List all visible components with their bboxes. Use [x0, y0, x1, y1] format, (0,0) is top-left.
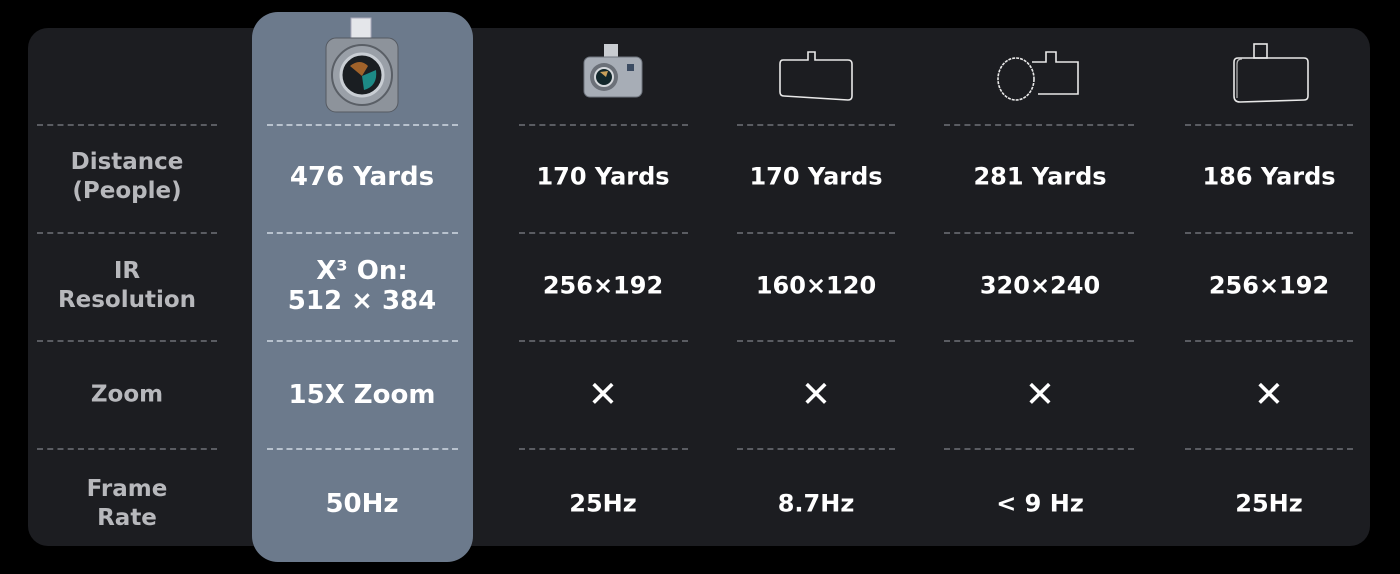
spec-resolution: 160×120 — [755, 271, 877, 300]
camera-thick-outline-icon — [1233, 43, 1309, 103]
row-divider — [1185, 124, 1353, 126]
row-divider — [267, 232, 458, 234]
row-divider — [519, 340, 688, 342]
spec-distance: 170 Yards — [536, 162, 670, 191]
spec-zoom: 15X Zoom — [288, 380, 436, 410]
row-label: Distance (People) — [70, 149, 184, 204]
row-divider — [944, 448, 1134, 450]
spec-resolution: 256×192 — [1208, 271, 1330, 300]
row-divider — [737, 448, 895, 450]
spec-resolution: 256×192 — [542, 271, 664, 300]
row-divider — [737, 124, 895, 126]
spec-frame-rate: 25Hz — [1235, 489, 1303, 518]
spec-distance: 476 Yards — [289, 162, 435, 192]
row-divider — [1185, 340, 1353, 342]
row-divider — [267, 124, 458, 126]
spec-frame-rate: 50Hz — [325, 489, 399, 519]
spec-distance: 186 Yards — [1202, 162, 1336, 191]
spec-distance: 170 Yards — [749, 162, 883, 191]
row-divider — [37, 232, 217, 234]
row-divider — [519, 448, 688, 450]
comparison-panel — [28, 28, 1370, 546]
spec-frame-rate: < 9 Hz — [996, 489, 1084, 518]
spec-resolution: X³ On: 512 × 384 — [287, 256, 437, 316]
not-supported-icon: ✕ — [1253, 374, 1285, 416]
spec-frame-rate: 8.7Hz — [777, 489, 855, 518]
row-divider — [37, 448, 217, 450]
row-divider — [1185, 232, 1353, 234]
camera-lens-outline-icon — [997, 51, 1079, 101]
row-divider — [519, 232, 688, 234]
spec-distance: 281 Yards — [973, 162, 1107, 191]
thermal-camera-featured-icon — [325, 17, 399, 113]
row-label: IR Resolution — [57, 258, 197, 313]
thermal-camera-small-icon — [583, 44, 643, 98]
row-divider — [519, 124, 688, 126]
row-label: Zoom — [90, 381, 164, 408]
row-divider — [267, 340, 458, 342]
not-supported-icon: ✕ — [800, 374, 832, 416]
row-divider — [267, 448, 458, 450]
row-divider — [944, 124, 1134, 126]
row-divider — [737, 232, 895, 234]
row-label: Frame Rate — [86, 476, 168, 531]
not-supported-icon: ✕ — [587, 374, 619, 416]
row-divider — [944, 340, 1134, 342]
row-divider — [944, 232, 1134, 234]
spec-resolution: 320×240 — [979, 271, 1101, 300]
row-divider — [737, 340, 895, 342]
row-divider — [37, 340, 217, 342]
row-divider — [1185, 448, 1353, 450]
row-divider — [37, 124, 217, 126]
not-supported-icon: ✕ — [1024, 374, 1056, 416]
spec-frame-rate: 25Hz — [569, 489, 637, 518]
camera-outline-icon — [779, 51, 853, 101]
